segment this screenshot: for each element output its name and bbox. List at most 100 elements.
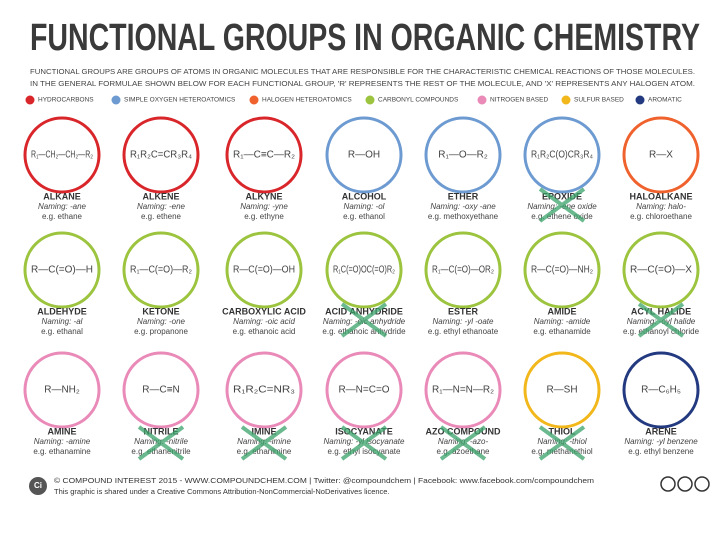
naming: Naming: -one — [137, 317, 186, 326]
naming: Naming: -yl benzene — [624, 437, 698, 446]
example: e.g. ethene oxide — [531, 212, 593, 221]
group-name: ETHER — [448, 191, 479, 201]
naming: Naming: halo- — [636, 202, 686, 211]
group-name: ALKYNE — [245, 191, 282, 201]
example: e.g. ethanamine — [33, 447, 91, 456]
naming: Naming: -yl -oate — [433, 317, 494, 326]
group-name: EPOXIDE — [542, 191, 582, 201]
formula: R—C₆H₅ — [641, 385, 681, 396]
formula: R₁R₂C=CR₃R₄ — [130, 150, 192, 161]
legend-dot — [477, 95, 487, 105]
cross-mark — [538, 425, 586, 461]
card-circle — [424, 231, 502, 309]
formula: R—OH — [348, 150, 380, 161]
example: e.g. chloroethane — [630, 212, 692, 221]
example: e.g. methoxyethane — [428, 212, 499, 221]
group-name: AMINE — [48, 426, 77, 436]
cross-mark — [340, 302, 388, 338]
cross-mark — [439, 425, 487, 461]
example: e.g. ethanamide — [533, 327, 591, 336]
footer-line: © COMPOUND INTEREST 2015 - WWW.COMPOUNDC… — [54, 476, 594, 485]
group-name: ALKENE — [142, 191, 179, 201]
formula: R—C(=O)—OH — [233, 265, 295, 276]
card-circle — [622, 351, 700, 429]
card-circle — [225, 351, 303, 429]
formula: R—C≡N — [142, 385, 180, 396]
logo-text: Ci — [34, 481, 42, 490]
subtitle-line: FUNCTIONAL GROUPS ARE GROUPS OF ATOMS IN… — [30, 69, 695, 76]
legend-label: HALOGEN HETEROATOMICS — [262, 97, 352, 104]
group-name: ALCOHOL — [342, 191, 387, 201]
example: e.g. ethanal — [41, 327, 83, 336]
group-name: AZO COMPOUND — [426, 426, 501, 436]
formula: R₁—C(=O)—R₂ — [130, 265, 192, 276]
group-name: ALKANE — [43, 191, 81, 201]
example: e.g. ethanol — [343, 212, 385, 221]
formula: R—NH₂ — [44, 385, 80, 396]
example: e.g. ethyl isocyanate — [328, 447, 401, 456]
example: e.g. propanone — [134, 327, 188, 336]
subtitle-line: IN THE GENERAL FORMULAE SHOWN BELOW FOR … — [30, 81, 695, 88]
card-circle — [523, 351, 601, 429]
card-circle — [424, 116, 502, 194]
group-name: HALOALKANE — [630, 191, 693, 201]
formula: R₁—CH₂—CH₂—R₂ — [31, 150, 93, 161]
legend: HYDROCARBONS SIMPLE OXYGEN HETEROATOMICS H… — [25, 95, 682, 105]
example: e.g. ethanenitrile — [131, 447, 191, 456]
group-name: ISOCYANATE — [335, 426, 393, 436]
legend-label: HYDROCARBONS — [38, 97, 94, 104]
card-circle — [622, 116, 700, 194]
naming: Naming: -amine — [34, 437, 91, 446]
card-circle — [122, 231, 200, 309]
group-name: ACID ANHYDRIDE — [325, 306, 403, 316]
formula: R—C(=O)—X — [630, 265, 692, 276]
legend-dot — [249, 95, 259, 105]
formula: R₁—C≡C—R₂ — [233, 150, 295, 161]
group-name: NITRILE — [144, 426, 179, 436]
naming: Naming: -amide — [534, 317, 591, 326]
card-circle — [225, 231, 303, 309]
naming: Naming: -oxy -ane — [430, 202, 496, 211]
card-circle — [424, 351, 502, 429]
formula: R₁R₂C=NR₃ — [233, 385, 295, 396]
legend-label: AROMATIC — [648, 97, 682, 104]
formula: R—C(=O)—NH₂ — [531, 265, 593, 276]
example: e.g. azoethane — [437, 447, 490, 456]
group-name: CARBOXYLIC ACID — [222, 306, 306, 316]
naming: Naming: -ene — [137, 202, 186, 211]
cross-mark — [637, 302, 685, 338]
cc-icons — [660, 476, 710, 492]
example: e.g. ethyl benzene — [628, 447, 694, 456]
naming: Naming: -oic acid — [233, 317, 295, 326]
cross-mark — [340, 425, 388, 461]
legend-label: SULFUR BASED — [574, 97, 624, 104]
formula: R₁—O—R₂ — [438, 150, 488, 161]
formula: R₁—N=N—R₂ — [432, 385, 494, 396]
group-name: ACYL HALIDE — [631, 306, 691, 316]
naming: Naming: -al — [42, 317, 83, 326]
naming: Naming: -ol — [344, 202, 385, 211]
naming: Naming: -ane — [38, 202, 87, 211]
example: e.g. ethanoic anhydride — [322, 327, 406, 336]
group-name: ESTER — [448, 306, 479, 316]
legend-dot — [635, 95, 645, 105]
example: e.g. ethanoyl chloride — [623, 327, 700, 336]
legend-label: CARBONYL COMPOUNDS — [378, 97, 459, 104]
card-circle — [225, 116, 303, 194]
card-circle — [523, 116, 601, 194]
formula: R₁R₂C(O)CR₃R₄ — [531, 150, 593, 161]
legend-dot — [25, 95, 35, 105]
